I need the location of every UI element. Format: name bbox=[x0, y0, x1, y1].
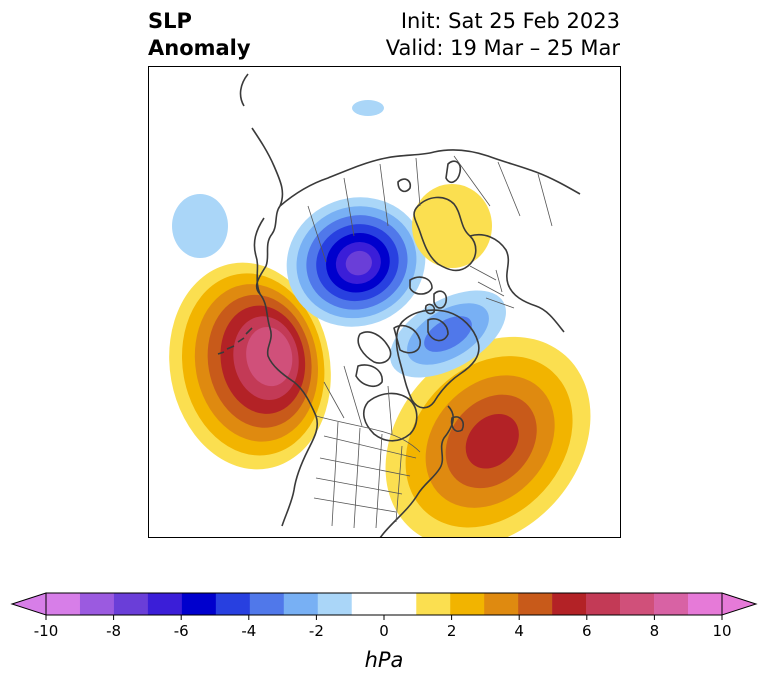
colorbar-tick-label: 10 bbox=[712, 622, 731, 640]
date-info: Init: Sat 25 Feb 2023 Valid: 19 Mar – 25… bbox=[386, 8, 620, 62]
colorbar-ticks: -10 -8 -6 -4 -2 0 2 4 6 8 10 bbox=[34, 615, 732, 640]
newfoundland bbox=[450, 416, 465, 433]
colorbar-segment bbox=[351, 593, 417, 615]
colorbar-segment bbox=[147, 593, 183, 615]
colorbar-segment bbox=[518, 593, 553, 615]
borders bbox=[307, 155, 553, 529]
anomaly-siberian-low bbox=[352, 100, 384, 116]
valid-range: Valid: 19 Mar – 25 Mar bbox=[385, 36, 620, 60]
anomaly-contour-level bbox=[352, 100, 384, 116]
colorbar-tick-label: 2 bbox=[447, 622, 457, 640]
colorbar-tick-label: 4 bbox=[514, 622, 524, 640]
colorbar-segment bbox=[79, 593, 115, 615]
colorbar-extend-high bbox=[721, 592, 758, 616]
hudson-bay bbox=[362, 392, 418, 442]
east-coast bbox=[379, 405, 455, 538]
siberian-coast bbox=[279, 149, 581, 207]
title-line-2: Anomaly bbox=[148, 36, 251, 60]
slp-anomaly-map bbox=[148, 66, 621, 538]
colorbar-tick-label: 6 bbox=[582, 622, 592, 640]
colorbar-tick-label: -6 bbox=[174, 622, 189, 640]
russia-internal bbox=[307, 155, 553, 263]
colorbar-tick-label: -2 bbox=[309, 622, 324, 640]
colorbar-segment bbox=[688, 593, 723, 615]
coastlines bbox=[217, 73, 581, 538]
colorbar: -10 -8 -6 -4 -2 0 2 4 6 8 10 hPa bbox=[10, 592, 758, 672]
anomaly-contour-level bbox=[465, 413, 519, 469]
colorbar-tick-label: -10 bbox=[34, 622, 59, 640]
colorbar-segment bbox=[249, 593, 285, 615]
us-canada-border bbox=[315, 415, 421, 453]
title-line-1: SLP bbox=[148, 9, 192, 33]
map-frame bbox=[148, 66, 621, 538]
colorbar-segment bbox=[283, 593, 319, 615]
kamchatka bbox=[253, 217, 265, 295]
colorbar-tick-label: -8 bbox=[106, 622, 121, 640]
europe-borders bbox=[469, 265, 515, 309]
colorbar-segment bbox=[46, 593, 81, 615]
colorbar-segment bbox=[450, 593, 485, 615]
anomaly-scandinavian-high bbox=[412, 184, 492, 268]
init-date: Init: Sat 25 Feb 2023 bbox=[400, 9, 620, 33]
anomaly-contour-level bbox=[172, 194, 228, 258]
map-title: SLP Anomaly bbox=[148, 8, 251, 62]
east-asia-coast bbox=[239, 73, 284, 207]
colorbar-segment bbox=[552, 593, 587, 615]
anomaly-aleutian-high bbox=[169, 262, 331, 470]
colorbar-segment bbox=[654, 593, 689, 615]
anomaly-arctic-low bbox=[286, 197, 426, 327]
colorbar-unit-label: hPa bbox=[365, 648, 404, 672]
anomaly-contour-level bbox=[345, 250, 372, 276]
anomaly-fills bbox=[169, 100, 591, 538]
europe-coast bbox=[469, 234, 565, 333]
anomaly-west-atlantic-high bbox=[385, 336, 591, 538]
iceland bbox=[409, 276, 433, 295]
colorbar-segment bbox=[484, 593, 519, 615]
greenland-coast bbox=[395, 309, 480, 409]
colorbar-segments bbox=[10, 592, 758, 616]
colorbar-segment bbox=[181, 593, 217, 615]
scandinavia-coast bbox=[413, 196, 477, 272]
anomaly-contour-level bbox=[412, 184, 492, 268]
colorbar-segment bbox=[620, 593, 655, 615]
colorbar-segment bbox=[317, 593, 353, 615]
novaya-zemlya bbox=[445, 160, 462, 184]
anomaly-contour-level bbox=[258, 337, 286, 373]
colorbar-segment bbox=[586, 593, 621, 615]
colorbar-tick-label: -4 bbox=[241, 622, 256, 640]
anomaly-north-pacific-low bbox=[172, 194, 228, 258]
colorbar-segment bbox=[416, 593, 451, 615]
us-state-lines bbox=[313, 421, 417, 529]
canada-provinces bbox=[323, 365, 393, 435]
svalbard bbox=[397, 178, 412, 193]
colorbar-tick-label: 8 bbox=[650, 622, 660, 640]
colorbar-extend-low bbox=[10, 592, 47, 616]
colorbar-segment bbox=[113, 593, 149, 615]
arctic-archipelago bbox=[355, 318, 449, 388]
british-isles bbox=[424, 290, 448, 315]
colorbar-segment bbox=[215, 593, 251, 615]
colorbar-tick-label: 0 bbox=[379, 622, 389, 640]
aleutian-islands bbox=[217, 327, 253, 355]
